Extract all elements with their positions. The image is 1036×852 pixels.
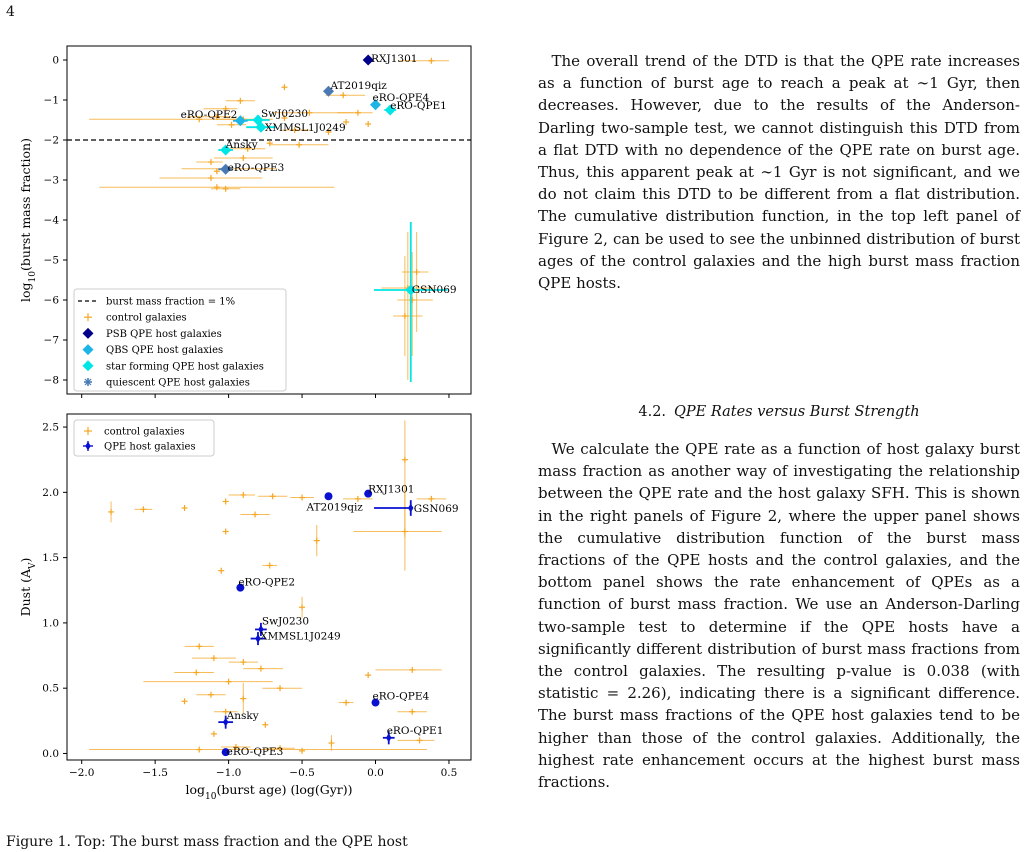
bottom-host-at2019qiz-marker [324, 492, 333, 501]
top-host-at2019qiz-label: AT2019qiz [329, 80, 387, 92]
top-host-ansky-label: Ansky [225, 139, 258, 151]
top-legend-box [73, 288, 287, 392]
bottom-host-gsn069-label: GSN069 [414, 503, 459, 515]
bottom-host-rxj1301-label: RXJ1301 [368, 484, 414, 496]
top-legend-label: star forming QPE host galaxies [106, 361, 264, 372]
top-ytick-label: −1 [44, 95, 59, 107]
top-ylabel-part: (burst mass fraction) [18, 138, 33, 271]
bottom-xlabel-part: 10 [205, 792, 217, 802]
top-host-gsn069-marker [405, 284, 417, 296]
top-host-ero-qpe3-label: eRO-QPE3 [228, 162, 285, 174]
figure-caption-fragment: Figure 1. Top: The burst mass fraction a… [6, 834, 408, 850]
top-legend-label: QBS QPE host galaxies [106, 345, 223, 356]
bottom-xtick-label: −0.5 [289, 767, 315, 779]
top-host-ero-qpe3-marker [220, 163, 232, 175]
top-host-ero-qpe1-marker [384, 104, 396, 116]
top-ylabel-part: 10 [28, 271, 38, 283]
top-ytick-label: 0 [52, 55, 59, 67]
top-legend-marker-psb [82, 327, 94, 339]
bottom-xtick-label: 0.0 [367, 767, 384, 779]
top-ytick-label: −2 [44, 135, 59, 147]
top-host-ansky-marker [220, 144, 232, 156]
bottom-host-ero-qpe4-label: eRO-QPE4 [373, 691, 430, 703]
bottom-xtick-label: 0.5 [441, 767, 458, 779]
top-host-rxj1301-label: RXJ1301 [371, 53, 417, 65]
bottom-host-xmmsl1j0249-marker [255, 634, 261, 644]
section-title: QPE Rates versus Burst Strength [674, 404, 920, 420]
bottom-host-ansky-marker [222, 717, 229, 727]
top-legend-label: burst mass fraction = 1% [106, 297, 235, 308]
top-legend-label: control galaxies [106, 313, 187, 324]
bottom-xlabel-part: (burst age) (log(Gyr)) [216, 782, 352, 797]
bottom-host-ero-qpe4-marker [371, 698, 380, 707]
top-ytick-label: −5 [44, 255, 59, 267]
paragraph-burst-strength: We calculate the QPE rate as a function … [538, 440, 1020, 792]
bottom-ytick-label: 0.0 [42, 748, 59, 760]
top-ytick-label: −6 [44, 295, 60, 307]
bottom-ytick-label: 2.5 [42, 422, 59, 434]
top-host-xmmsl1j0249-marker [255, 121, 267, 133]
bottom-xlabel-part: log [185, 782, 205, 797]
top-host-ero-qpe4-marker [370, 99, 382, 111]
top-host-swj0230-label: SwJ0230 [261, 108, 308, 120]
section-heading: 4.2. QPE Rates versus Burst Strength [538, 404, 1020, 420]
bottom-host-ero-qpe1-marker [386, 733, 392, 743]
top-host-ero-qpe2-label: eRO-QPE2 [181, 109, 238, 121]
bottom-legend-box [73, 419, 215, 457]
bottom-host-ansky-label: Ansky [226, 710, 259, 722]
top-host-at2019qiz-marker [322, 85, 334, 97]
bottom-ylabel-part: Dust (A [18, 568, 33, 616]
bottom-ytick-label: 2.0 [42, 487, 59, 499]
top-host-gsn069-label: GSN069 [412, 284, 457, 296]
bottom-host-swj0230-label: SwJ0230 [262, 615, 309, 627]
top-ylabel: log10(burst mass fraction) [18, 138, 38, 302]
top-ylabel-part: log [18, 282, 33, 302]
top-host-xmmsl1j0249-label: XMMSL1J0249 [265, 122, 346, 134]
top-legend-label: PSB QPE host galaxies [106, 329, 222, 340]
top-ytick-label: −3 [44, 175, 59, 187]
bottom-host-ero-qpe2-label: eRO-QPE2 [238, 577, 295, 589]
top-host-ero-qpe1-label: eRO-QPE1 [390, 100, 447, 112]
section-number: 4.2. [638, 404, 667, 420]
bottom-ytick-label: 1.5 [42, 552, 59, 564]
bottom-host-swj0230-marker [258, 624, 264, 634]
top-ytick-label: −7 [44, 335, 59, 347]
bottom-host-ero-qpe3-marker [221, 748, 230, 757]
bottom-ytick-label: 0.5 [42, 683, 59, 695]
bottom-host-xmmsl1j0249-label: XMMSL1J0249 [260, 631, 341, 643]
bottom-ylabel-part: V [28, 562, 38, 570]
top-legend-label: quiescent QPE host galaxies [106, 378, 250, 389]
bottom-ylabel-part: ) [18, 558, 33, 563]
page-number: 4 [6, 4, 15, 20]
bottom-ytick-label: 1.0 [42, 617, 59, 629]
bottom-host-rxj1301-marker [364, 489, 373, 498]
top-ytick-label: −4 [44, 215, 60, 227]
top-legend-marker-quiescent [84, 378, 92, 386]
bottom-legend-label: control galaxies [104, 427, 185, 438]
bottom-ylabel: Dust (AV) [18, 558, 38, 617]
figure: RXJ1301 AT2019qiz eRO-QPE4 eRO-QPE1 SwJ0230 e… [0, 0, 500, 852]
bottom-xlabel: log10(burst age) (log(Gyr)) [185, 782, 352, 802]
bottom-legend-marker-1 [85, 441, 91, 451]
top-host-ero-qpe2-marker [234, 115, 246, 127]
top-legend-marker-qbs [82, 344, 94, 356]
bottom-host-ero-qpe3-label: eRO-QPE3 [227, 746, 284, 758]
bottom-xtick-label: −1.0 [216, 767, 242, 779]
bottom-xtick-label: −2.0 [69, 767, 95, 779]
bottom-host-ero-qpe2-marker [236, 583, 245, 592]
top-legend-marker-sf [82, 360, 94, 372]
bottom-host-ero-qpe1-label: eRO-QPE1 [387, 725, 444, 737]
bottom-host-gsn069-marker [408, 503, 414, 513]
top-ytick-label: −8 [44, 375, 59, 387]
top-host-rxj1301-marker [362, 54, 374, 66]
figure-svg: RXJ1301AT2019qizeRO-QPE4eRO-QPE1SwJ0230e… [18, 45, 472, 802]
top-host-ero-qpe4-label: eRO-QPE4 [373, 92, 430, 104]
bottom-host-at2019qiz-label: AT2019qiz [305, 501, 363, 513]
paragraph-dtd-trend: The overall trend of the DTD is that the… [538, 52, 1020, 293]
bottom-frame [66, 413, 472, 761]
bottom-xtick-label: −1.5 [142, 767, 168, 779]
bottom-legend-label: QPE host galaxies [104, 442, 196, 453]
